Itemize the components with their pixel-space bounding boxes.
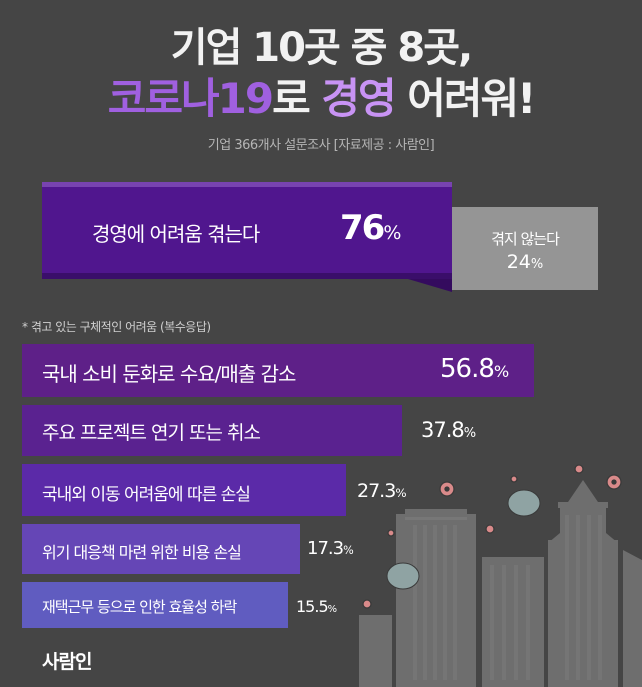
percent-sign: % <box>395 486 407 500</box>
details-note: * 겪고 있는 구체적인 어려움 (복수응답) <box>22 320 211 334</box>
detail-bar-value: 27.3% <box>357 480 407 502</box>
detail-bar <box>22 464 346 516</box>
no-difficulty-box <box>452 207 598 290</box>
detail-bar-label: 국내외 이동 어려움에 따른 손실 <box>42 485 251 505</box>
percent-sign: % <box>463 426 477 441</box>
value-number: 27.3 <box>357 480 396 502</box>
detail-bar <box>22 582 288 628</box>
detail-bar-label: 주요 프로젝트 연기 또는 취소 <box>42 422 261 444</box>
percent-sign: % <box>383 222 402 244</box>
city-virus-illustration <box>359 464 642 687</box>
percent-sign: % <box>493 362 510 381</box>
detail-bar <box>22 405 402 456</box>
detail-bar-label: 국내 소비 둔화로 수요/매출 감소 <box>42 362 296 386</box>
title-text: 로 <box>272 74 322 123</box>
virus-splat-icon <box>386 489 541 590</box>
difficulty-banner <box>42 182 452 279</box>
percent-sign: % <box>530 257 544 272</box>
percent-sign: % <box>327 604 338 615</box>
detail-bar-value: 37.8% <box>421 418 476 442</box>
value-number: 15.5 <box>296 597 329 616</box>
difficulty-value: 76 <box>340 208 385 248</box>
value-number: 17.3 <box>307 538 344 559</box>
value-number: 56.8 <box>440 354 495 384</box>
title-line-2: 코로나19로 경영 어려워! <box>0 74 642 124</box>
detail-bar-label: 재택근무 등으로 인한 효율성 하락 <box>42 598 237 616</box>
difficulty-label: 경영에 어려움 겪는다 <box>92 222 260 246</box>
detail-bar <box>22 344 534 397</box>
saramin-logo: 사람인 <box>42 651 92 673</box>
no-difficulty-value: 24 <box>506 251 531 273</box>
no-difficulty-label: 겪지 않는다 <box>491 230 560 248</box>
difficulty-percent: 76% <box>340 208 401 248</box>
detail-bar-value: 15.5% <box>296 597 337 616</box>
subtitle-source: 기업 366개사 설문조사 [자료제공 : 사람인] <box>207 138 435 153</box>
no-difficulty-percent: 24% <box>452 251 598 273</box>
detail-bar-value: 56.8% <box>440 354 509 384</box>
value-number: 37.8 <box>421 418 465 442</box>
title-text-end: 어려워! <box>394 74 536 123</box>
detail-bar-value: 17.3% <box>307 538 354 559</box>
detail-bar-label: 위기 대응책 마련 위한 비용 손실 <box>42 543 242 562</box>
title-line-1: 기업 10곳 중 8곳, <box>170 25 473 71</box>
title-highlight-management: 경영 <box>321 74 396 123</box>
detail-bar <box>22 524 300 574</box>
title-highlight-corona: 코로나19 <box>107 74 274 123</box>
virus-icon <box>362 464 622 609</box>
banner-fold-corner <box>408 279 452 292</box>
percent-sign: % <box>343 544 354 557</box>
